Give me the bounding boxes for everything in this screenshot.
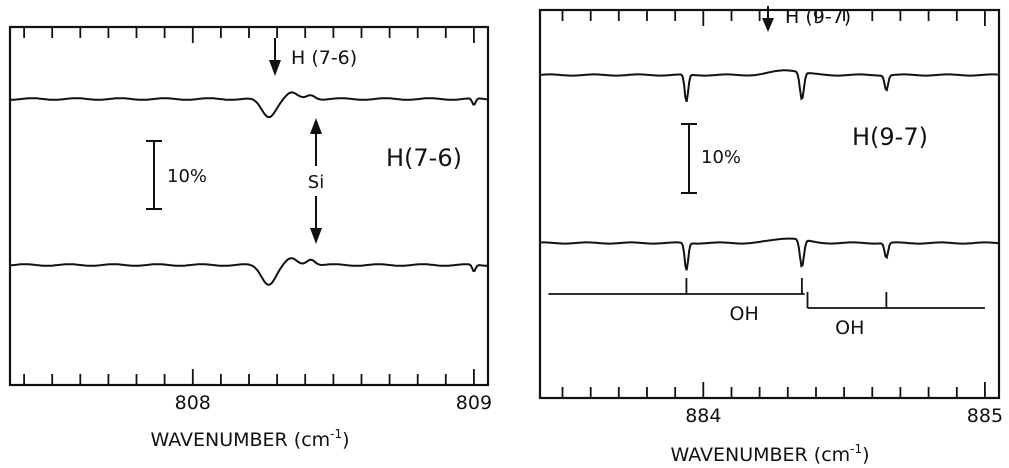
traces-right (539, 69, 1000, 271)
x-axis-label-right: WAVENUMBER (cm-1) (670, 442, 869, 466)
traces-left (9, 91, 489, 286)
tick-labels-left: 808 809 (175, 392, 492, 414)
down-arrowhead-icon (762, 18, 774, 32)
scale-bar-right: 10% (681, 123, 741, 194)
tick-label: 809 (456, 392, 492, 414)
down-arrowhead-icon (310, 228, 322, 244)
up-arrowhead-icon (310, 118, 322, 134)
arrow-annotation-h76: H (7-6) (269, 38, 357, 76)
spectrum-trace-1 (10, 91, 489, 119)
spectrum-trace-2 (9, 257, 488, 286)
oh-group-label: OH (835, 317, 864, 339)
plot-frame-right (538, 8, 1001, 400)
arrow-annotation-h97: H (9-7) (762, 6, 851, 32)
panel-left: 808 809 H (7-6) 10% Si H(7-6) WAVENUMBER … (8, 25, 492, 451)
minor-ticks-left (23, 27, 475, 385)
minor-ticks-right (561, 10, 986, 398)
trace-label-left: H(7-6) (386, 144, 462, 172)
trace-label-right: H(9-7) (852, 123, 928, 151)
spectrum-trace-2 (540, 237, 1000, 271)
spectrum-trace-1 (539, 69, 1000, 103)
oh-group-label: OH (730, 303, 759, 325)
oh-line-groups: OH OH (548, 278, 985, 339)
tick-label: 884 (685, 405, 721, 427)
si-label: Si (308, 172, 324, 193)
scale-bar-label: 10% (701, 147, 741, 168)
si-double-arrow: Si (300, 118, 332, 244)
tick-label: 885 (967, 405, 1003, 427)
panel-right: 884 885 H (9-7) 10% H(9-7) OH OH WAVENUMBE… (538, 6, 1003, 466)
scale-bar-left: 10% (146, 140, 207, 210)
down-arrowhead-icon (269, 60, 281, 76)
tick-labels-right: 884 885 (685, 405, 1003, 427)
scale-bar-label: 10% (167, 166, 207, 187)
tick-label: 808 (175, 392, 211, 414)
arrow-annotation-label: H (7-6) (291, 47, 357, 69)
arrow-annotation-label: H (9-7) (785, 6, 851, 28)
plot-frame-left (8, 25, 490, 387)
x-axis-label-left: WAVENUMBER (cm-1) (150, 427, 349, 451)
